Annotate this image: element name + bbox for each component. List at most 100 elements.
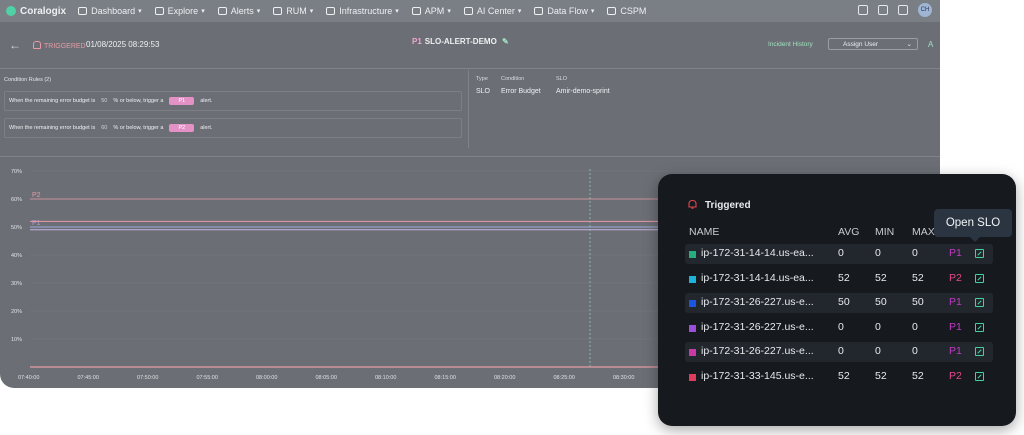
- sparkle-ai-icon[interactable]: [878, 5, 888, 15]
- user-avatar[interactable]: CH: [918, 3, 932, 17]
- assign-user-label: Assign User: [843, 41, 879, 48]
- caret-down-icon: ▾: [395, 8, 399, 15]
- nav-item-cspm[interactable]: CSPM: [607, 6, 646, 16]
- threshold-label: P1: [32, 220, 41, 227]
- logo-text: Coralogix: [20, 5, 67, 17]
- series-color-swatch: [689, 349, 696, 356]
- row-avg: 0: [838, 320, 844, 333]
- row-max: 50: [912, 296, 924, 308]
- triggered-row[interactable]: ip-172-31-26-227.us-e... 0 0 0 P1: [685, 342, 993, 362]
- notifications-bell-icon[interactable]: [898, 5, 908, 15]
- y-tick-label: 70%: [11, 169, 22, 175]
- rule-threshold: 60: [101, 125, 108, 131]
- title-priority: P1: [412, 37, 422, 46]
- x-tick-label: 08:05:00: [316, 375, 337, 381]
- triggered-row[interactable]: ip-172-31-14-14.us-ea... 0 0 0 P1: [685, 244, 993, 264]
- nav-item-ai-center[interactable]: AI Center ▾: [463, 6, 521, 16]
- row-priority: P1: [949, 296, 962, 308]
- rule-priority-badge: P1: [169, 97, 195, 105]
- series-color-swatch: [689, 373, 696, 381]
- meta-slo: SLO Amir-demo-sprint: [556, 76, 610, 95]
- nav-item-icon: [154, 7, 164, 15]
- row-avg: 52: [838, 369, 850, 382]
- side-panel-toggle[interactable]: A: [928, 40, 934, 49]
- rule-mid: % or below, trigger a: [113, 125, 164, 131]
- rule-mid: % or below, trigger a: [113, 98, 164, 104]
- y-tick-label: 60%: [11, 197, 22, 203]
- nav-item-label: Alerts: [230, 6, 254, 16]
- row-avg: 50: [838, 296, 850, 308]
- chevron-down-icon: ⌄: [906, 41, 912, 48]
- open-slo-icon[interactable]: [975, 347, 984, 356]
- open-slo-icon[interactable]: [975, 249, 984, 258]
- rule-prefix: When the remaining error budget is: [9, 125, 96, 131]
- incident-history-link[interactable]: Incident History: [768, 41, 813, 48]
- nav-item-explore[interactable]: Explore ▾: [154, 6, 205, 16]
- caret-down-icon: ▾: [138, 8, 142, 15]
- meta-type: Type SLO: [476, 76, 490, 95]
- panel-title: Triggered: [688, 200, 751, 211]
- triggered-row[interactable]: ip-172-31-26-227.us-e... 50 50 50 P1: [685, 293, 993, 313]
- apps-grid-icon[interactable]: [858, 5, 868, 15]
- nav-item-label: Infrastructure: [339, 6, 393, 16]
- y-tick-label: 50%: [11, 225, 22, 231]
- row-name: ip-172-31-26-227.us-e...: [701, 345, 814, 357]
- rule-suffix: alert.: [200, 125, 213, 131]
- open-slo-tooltip: Open SLO: [934, 209, 1012, 242]
- threshold-label: P2: [32, 192, 41, 199]
- row-priority: P2: [949, 271, 962, 284]
- meta-type-label: Type: [476, 76, 488, 82]
- nav-item-rum[interactable]: RUM ▾: [273, 6, 313, 16]
- x-tick-label: 07:45:00: [78, 375, 99, 381]
- open-slo-icon[interactable]: [975, 371, 984, 381]
- series-color-swatch: [689, 324, 696, 332]
- row-min: 0: [875, 320, 881, 333]
- rule-prefix: When the remaining error budget is: [9, 98, 96, 104]
- col-avg: AVG: [838, 226, 860, 238]
- nav-item-infrastructure[interactable]: Infrastructure ▾: [326, 6, 399, 16]
- triggered-row[interactable]: ip-172-31-26-227.us-e... 0 0 0 P1: [685, 318, 993, 338]
- row-max: 0: [912, 320, 918, 333]
- series-color-swatch: [689, 300, 696, 307]
- chart-svg: 70% 60% 50% 40% 30% 20% 10% 07:40:00 07:45:00 07:…: [11, 169, 940, 381]
- condition-rule: When the remaining error budget is 50 % or…: [4, 91, 462, 111]
- alert-header: ← TRIGGERED 01/08/2025 08:29:53 P1 SLO-AL…: [0, 22, 940, 69]
- triggered-row[interactable]: ip-172-31-33-145.us-e... 52 52 52 P2: [685, 367, 993, 387]
- assign-user-dropdown[interactable]: Assign User ⌄: [828, 38, 918, 50]
- meta-slo-label: SLO: [556, 76, 568, 82]
- nav-item-icon: [463, 7, 473, 15]
- meta-condition-label: Condition: [501, 76, 525, 82]
- back-arrow-icon[interactable]: ←: [9, 38, 21, 52]
- nav-item-alerts[interactable]: Alerts ▾: [217, 6, 260, 16]
- edit-pencil-icon[interactable]: ✎: [502, 37, 509, 46]
- series-color-swatch: [689, 275, 696, 283]
- nav-item-label: Data Flow: [547, 6, 588, 16]
- row-priority: P1: [949, 345, 962, 357]
- nav-item-label: APM: [424, 6, 445, 16]
- open-slo-icon[interactable]: [975, 273, 984, 283]
- row-name: ip-172-31-26-227.us-e...: [701, 320, 814, 333]
- nav-item-icon: [217, 7, 227, 15]
- row-priority: P2: [949, 369, 962, 382]
- row-avg: 0: [838, 345, 844, 357]
- row-min: 52: [875, 369, 887, 382]
- row-avg: 52: [838, 271, 850, 284]
- triggered-row[interactable]: ip-172-31-14-14.us-ea... 52 52 52 P2: [685, 269, 993, 289]
- open-slo-icon[interactable]: [975, 322, 984, 332]
- open-slo-icon[interactable]: [975, 298, 984, 307]
- coralogix-logo-icon: [6, 6, 16, 16]
- row-min: 50: [875, 296, 887, 308]
- nav-item-dashboard[interactable]: Dashboard ▾: [78, 6, 142, 16]
- caret-down-icon: ▾: [590, 8, 595, 15]
- row-min: 52: [875, 271, 887, 284]
- row-name: ip-172-31-26-227.us-e...: [701, 296, 814, 308]
- error-budget-chart: 70% 60% 50% 40% 30% 20% 10% 07:40:00 07:45:00 07:…: [0, 156, 940, 388]
- logo[interactable]: Coralogix: [6, 6, 66, 17]
- nav-item-apm[interactable]: APM ▾: [411, 6, 451, 16]
- row-min: 0: [875, 247, 881, 259]
- x-tick-label: 08:25:00: [554, 375, 575, 381]
- nav-item-data-flow[interactable]: Data Flow ▾: [534, 6, 594, 16]
- nav-item-icon: [607, 7, 617, 15]
- meta-condition: Condition Error Budget: [501, 76, 541, 95]
- y-tick-label: 20%: [11, 309, 22, 315]
